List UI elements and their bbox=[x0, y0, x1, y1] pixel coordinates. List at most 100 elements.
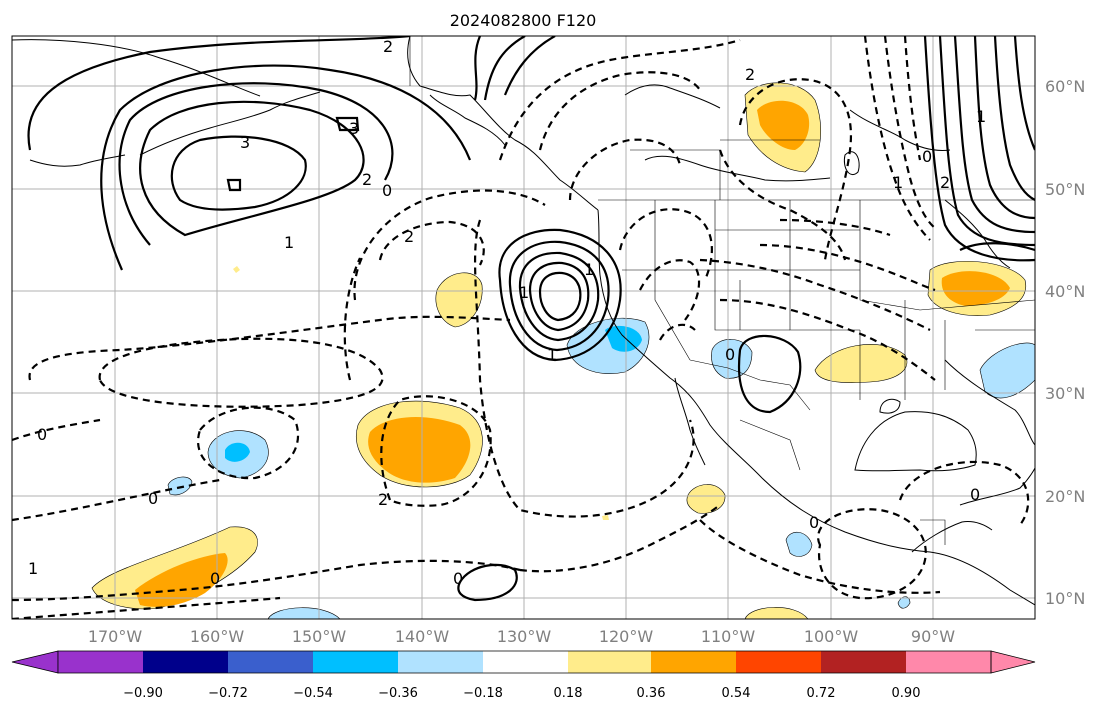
contour-line bbox=[538, 271, 582, 322]
contours-solid bbox=[27, 36, 1035, 602]
contour-line bbox=[618, 208, 713, 281]
contour-label: 2 bbox=[940, 173, 950, 192]
contour-label: 0 bbox=[453, 569, 463, 588]
contour-line bbox=[898, 460, 1030, 526]
anomaly-region-light-yellow bbox=[233, 266, 240, 273]
anomaly-region-light-yellow bbox=[686, 484, 726, 514]
colorbar-tick-label: −0.90 bbox=[123, 686, 163, 701]
lon-label: 100°W bbox=[804, 627, 859, 646]
contour-line bbox=[100, 64, 472, 271]
contour-label: 1 bbox=[547, 345, 557, 364]
contour-line bbox=[118, 82, 394, 246]
colorbar-tick-label: 0.72 bbox=[807, 686, 836, 701]
contour-line bbox=[659, 323, 696, 341]
contour-line bbox=[457, 563, 518, 602]
contour-label: 2 bbox=[383, 37, 393, 56]
contour-line bbox=[568, 138, 682, 201]
contour-line bbox=[483, 36, 526, 101]
anomaly-region-orange bbox=[757, 100, 810, 150]
contour-line bbox=[953, 36, 1035, 234]
anomaly-region-light-blue bbox=[267, 607, 341, 619]
colorbar-tick-label: 0.18 bbox=[554, 686, 583, 701]
contour-line bbox=[226, 178, 242, 192]
contour-label: 0 bbox=[922, 147, 932, 166]
colorbar-segment bbox=[398, 651, 483, 673]
map-frame bbox=[11, 35, 1036, 620]
colorbar-segment bbox=[906, 651, 991, 673]
colorbar-tick-label: −0.18 bbox=[463, 686, 503, 701]
contour-line bbox=[973, 36, 1035, 220]
contour-line bbox=[508, 240, 610, 352]
colorbar-tick-label: 0.54 bbox=[722, 686, 751, 701]
contour-label: 3 bbox=[349, 119, 359, 138]
contour-label: 1 bbox=[519, 283, 529, 302]
lat-label: 50°N bbox=[1045, 180, 1085, 199]
contour-line bbox=[378, 220, 485, 266]
anomaly-region-light-yellow bbox=[744, 607, 809, 619]
lat-label: 60°N bbox=[1045, 77, 1085, 96]
anomaly-region-orange bbox=[941, 271, 1010, 306]
lon-label: 120°W bbox=[599, 627, 654, 646]
contour-label: 0 bbox=[970, 485, 980, 504]
contour-line bbox=[639, 259, 701, 321]
contour-line bbox=[993, 36, 1035, 201]
anomaly-shading bbox=[91, 82, 1035, 619]
contour-line bbox=[817, 508, 927, 600]
graticule bbox=[12, 36, 1035, 619]
contour-line bbox=[779, 218, 891, 237]
contour-line bbox=[28, 315, 511, 381]
colorbar-tick-label: 0.36 bbox=[637, 686, 666, 701]
contour-label: 0 bbox=[148, 489, 158, 508]
contour-line bbox=[139, 100, 365, 237]
contour-line bbox=[503, 36, 556, 96]
contour-label: 2 bbox=[745, 65, 755, 84]
contour-line bbox=[343, 257, 361, 381]
lat-label: 20°N bbox=[1045, 487, 1085, 506]
contour-label: 0 bbox=[210, 569, 220, 588]
anomaly-region-light-blue bbox=[979, 342, 1035, 399]
contours-dashed bbox=[12, 36, 1030, 619]
contour-label: 2 bbox=[362, 170, 372, 189]
contour-line bbox=[498, 38, 741, 161]
contour-line bbox=[699, 519, 941, 594]
contour-line bbox=[170, 135, 307, 211]
anomaly-region-light-blue bbox=[785, 532, 813, 557]
colorbar-segment bbox=[313, 651, 398, 673]
colorbar-tick-label: −0.72 bbox=[208, 686, 248, 701]
lat-label: 10°N bbox=[1045, 589, 1085, 608]
lon-label: 90°W bbox=[911, 627, 955, 646]
contour-line bbox=[737, 334, 802, 414]
contour-line bbox=[498, 228, 622, 362]
anomaly-region-light-yellow bbox=[602, 515, 609, 520]
contour-line bbox=[473, 36, 482, 101]
coastlines bbox=[12, 36, 1035, 606]
contour-line bbox=[353, 189, 546, 301]
anomaly-region-deep-sky-blue bbox=[225, 442, 250, 462]
anomaly-region-orange bbox=[135, 553, 228, 607]
contour-line bbox=[759, 243, 936, 292]
contour-line bbox=[923, 36, 1035, 262]
contour-line bbox=[959, 242, 1035, 252]
colorbar-segment bbox=[568, 651, 651, 673]
colorbar-segment bbox=[821, 651, 906, 673]
contour-label: 2 bbox=[378, 490, 388, 509]
colorbar-segment bbox=[483, 651, 568, 673]
lon-label: 160°W bbox=[190, 627, 245, 646]
contour-line bbox=[12, 559, 521, 602]
map-title: 2024082800 F120 bbox=[450, 11, 597, 30]
anomaly-region-orange bbox=[368, 416, 471, 483]
contour-line bbox=[1013, 36, 1035, 151]
longitude-labels: 170°W 160°W 150°W 140°W 130°W 120°W 110°… bbox=[88, 627, 955, 646]
contour-label: 0 bbox=[809, 513, 819, 532]
contour-line bbox=[380, 395, 492, 507]
contour-label: 0 bbox=[382, 181, 392, 200]
colorbar-segment bbox=[58, 651, 143, 673]
lon-label: 150°W bbox=[292, 627, 347, 646]
colorbar-tick-label: 0.90 bbox=[892, 686, 921, 701]
contour-label: 1 bbox=[893, 173, 903, 192]
contour-line bbox=[718, 149, 847, 261]
contour-label: 1 bbox=[976, 107, 986, 126]
colorbar-extend-min bbox=[11, 650, 59, 674]
contour-label: 0 bbox=[37, 425, 47, 444]
